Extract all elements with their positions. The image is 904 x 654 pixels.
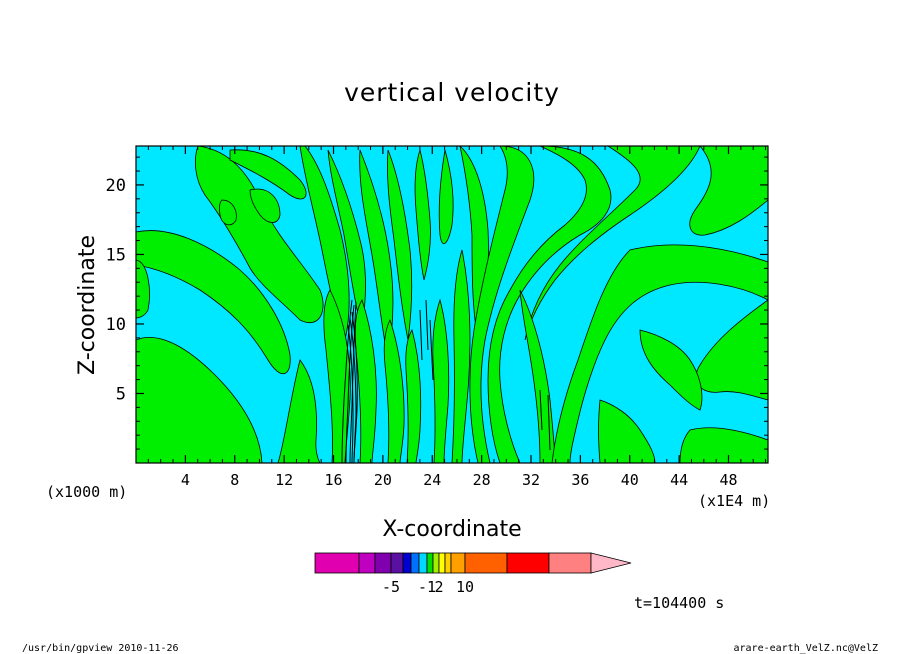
colorbar-swatch: [450, 552, 466, 574]
colorbar-extend-arrow: [590, 552, 632, 574]
colorbar-label: 10: [456, 578, 474, 596]
contour-line: [419, 299, 434, 381]
velocity-region: [405, 329, 422, 463]
colorbar-swatch: [444, 552, 452, 574]
velocity-region: [229, 149, 307, 200]
contour-line: [349, 317, 357, 463]
x-unit-left: (x1000 m): [46, 483, 127, 501]
contour-line: [347, 324, 354, 463]
colorbar-label: -1: [418, 578, 436, 596]
velocity-region: [689, 146, 768, 236]
colorbar-swatch: [374, 552, 392, 574]
colorbar-swatch: [438, 552, 446, 574]
colorbar-swatch: [464, 552, 508, 574]
plot-area: [136, 146, 768, 463]
x-tick-label: 48: [719, 471, 737, 489]
colorbar-label: -5: [382, 578, 400, 596]
colorbar-swatch: [432, 552, 440, 574]
x-tick-label: 24: [423, 471, 441, 489]
positive-velocity-regions: [136, 146, 768, 463]
updraft-core-contours: [341, 299, 551, 463]
velocity-region: [249, 188, 281, 223]
velocity-region: [383, 318, 405, 463]
velocity-region: [323, 289, 351, 463]
y-tick-label: 5: [116, 384, 126, 404]
velocity-region: [219, 199, 237, 226]
plot-frame: [135, 145, 769, 464]
colorbar-swatch: [358, 552, 376, 574]
x-tick-label: 12: [275, 471, 293, 489]
footer-left: /usr/bin/gpview 2010-11-26: [22, 643, 179, 654]
velocity-region: [414, 148, 431, 281]
x-tick-label: 36: [571, 471, 589, 489]
x-unit-right: (x1E4 m): [698, 492, 770, 510]
velocity-region: [524, 146, 701, 341]
contour-line: [349, 301, 357, 463]
colorbar: -5 -12 10: [314, 552, 632, 596]
velocity-region: [679, 427, 768, 463]
y-tick-label: 15: [106, 245, 126, 265]
x-tick-label: 20: [374, 471, 392, 489]
colorbar-swatch: [506, 552, 550, 574]
velocity-region: [136, 230, 291, 375]
x-tick-label: 32: [522, 471, 540, 489]
time-label: t=104400 s: [634, 594, 724, 612]
colorbar-swatch: [410, 552, 420, 574]
chart-title: vertical velocity: [344, 78, 560, 107]
velocity-region: [277, 359, 321, 463]
colorbar-swatch: [390, 552, 404, 574]
x-axis: 4 8 12 16 20 24 28 32 36 40 44 48: [147, 146, 767, 489]
x-tick-label: 16: [324, 471, 342, 489]
velocity-region: [451, 249, 471, 463]
velocity-region: [438, 149, 454, 245]
velocity-region: [639, 329, 703, 411]
velocity-region: [519, 289, 556, 463]
x-axis-label: X-coordinate: [382, 517, 521, 542]
x-tick-label: 40: [621, 471, 639, 489]
contour-line: [341, 299, 353, 463]
colorbar-swatch: [418, 552, 428, 574]
velocity-region: [136, 337, 263, 463]
y-axis-label: Z-coordinate: [75, 235, 100, 375]
velocity-region: [598, 399, 656, 463]
footer-right: arare-earth_VelZ.nc@VelZ: [734, 643, 879, 654]
x-tick-label: 44: [670, 471, 688, 489]
velocity-region: [551, 244, 768, 463]
y-tick-label: 10: [106, 315, 126, 335]
x-tick-label: 4: [181, 471, 190, 489]
colorbar-swatch: [426, 552, 434, 574]
colorbar-label: 2: [434, 578, 443, 596]
y-tick-label: 20: [106, 176, 126, 196]
colorbar-swatch: [548, 552, 592, 574]
velocity-region: [432, 298, 450, 463]
colorbar-swatch: [314, 552, 360, 574]
contour-line: [539, 389, 551, 451]
x-tick-label: 8: [230, 471, 239, 489]
y-axis: 5 10 15 20: [106, 156, 768, 450]
colorbar-swatch: [402, 552, 412, 574]
velocity-region: [136, 259, 150, 319]
x-tick-label: 28: [473, 471, 491, 489]
